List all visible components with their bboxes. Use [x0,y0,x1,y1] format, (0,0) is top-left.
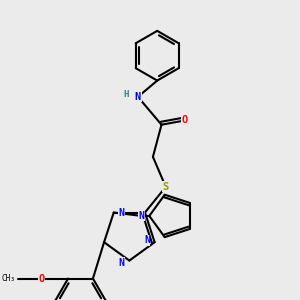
Text: N: N [118,208,124,218]
Text: N: N [139,211,145,221]
Text: N: N [135,92,141,102]
Text: H: H [123,90,129,99]
Text: CH₃: CH₃ [2,274,16,283]
Text: O: O [38,274,45,284]
Text: N: N [144,235,150,245]
Text: S: S [163,182,169,192]
Text: O: O [182,116,188,125]
Text: N: N [119,258,124,268]
